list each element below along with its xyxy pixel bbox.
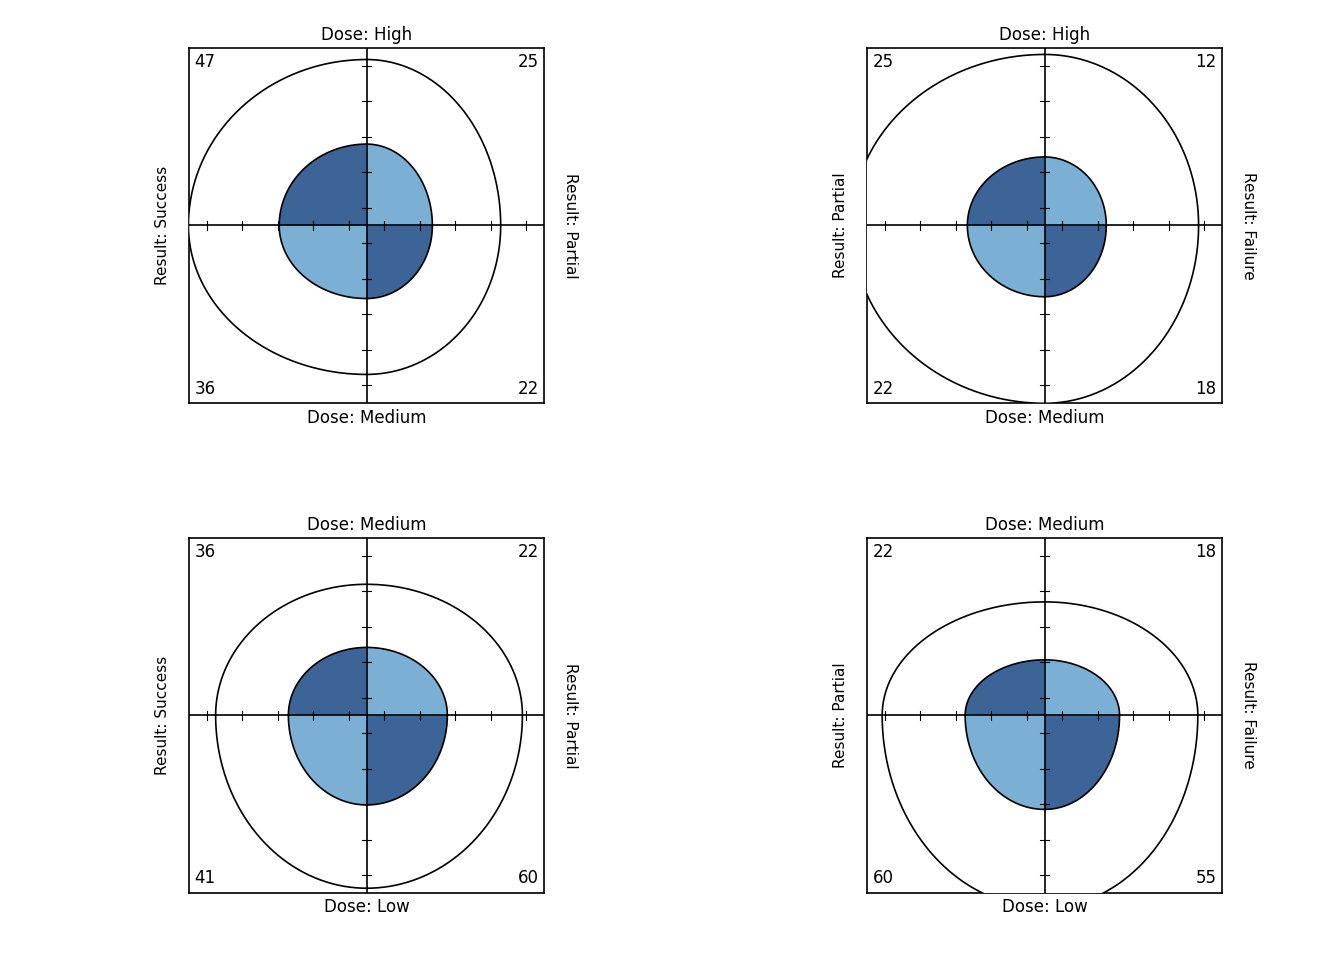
Polygon shape xyxy=(1044,226,1199,403)
Polygon shape xyxy=(931,636,1044,715)
Polygon shape xyxy=(367,109,461,226)
Polygon shape xyxy=(258,621,367,715)
Polygon shape xyxy=(367,715,478,840)
Polygon shape xyxy=(1044,117,1142,226)
X-axis label: Dose: Low: Dose: Low xyxy=(324,899,410,917)
Polygon shape xyxy=(1044,715,1198,907)
Text: 55: 55 xyxy=(1196,870,1216,887)
Polygon shape xyxy=(367,226,501,374)
Polygon shape xyxy=(922,226,1044,338)
Text: 18: 18 xyxy=(1196,543,1216,562)
Polygon shape xyxy=(852,226,1044,403)
Title: Dose: High: Dose: High xyxy=(321,26,413,43)
Polygon shape xyxy=(1044,55,1199,226)
Polygon shape xyxy=(242,109,367,226)
Polygon shape xyxy=(852,55,1044,226)
Polygon shape xyxy=(367,226,461,330)
Polygon shape xyxy=(1044,602,1198,715)
Text: 22: 22 xyxy=(517,379,539,397)
Polygon shape xyxy=(215,585,367,715)
Text: Result: Failure: Result: Failure xyxy=(1242,172,1257,279)
Polygon shape xyxy=(367,715,523,888)
Polygon shape xyxy=(931,715,1044,850)
Text: 12: 12 xyxy=(1196,54,1216,71)
Text: 60: 60 xyxy=(517,870,539,887)
Polygon shape xyxy=(922,117,1044,226)
Text: Result: Success: Result: Success xyxy=(155,656,169,775)
Text: 47: 47 xyxy=(195,54,215,71)
Polygon shape xyxy=(882,715,1044,907)
Text: 22: 22 xyxy=(872,379,894,397)
Polygon shape xyxy=(1044,636,1152,715)
Text: 36: 36 xyxy=(195,379,215,397)
Text: Result: Partial: Result: Partial xyxy=(833,662,848,768)
Text: Result: Partial: Result: Partial xyxy=(563,662,578,768)
Text: 25: 25 xyxy=(872,54,894,71)
Title: Dose: Medium: Dose: Medium xyxy=(985,516,1105,534)
X-axis label: Dose: Medium: Dose: Medium xyxy=(306,409,426,426)
Text: 36: 36 xyxy=(195,543,215,562)
Polygon shape xyxy=(215,715,367,888)
Text: 22: 22 xyxy=(872,543,894,562)
Text: Result: Partial: Result: Partial xyxy=(833,173,848,278)
Polygon shape xyxy=(1044,226,1142,338)
Text: Result: Success: Result: Success xyxy=(155,166,169,285)
Polygon shape xyxy=(1044,715,1152,850)
Polygon shape xyxy=(367,585,523,715)
Text: 60: 60 xyxy=(872,870,894,887)
X-axis label: Dose: Medium: Dose: Medium xyxy=(985,409,1105,426)
Text: Result: Partial: Result: Partial xyxy=(563,173,578,278)
Polygon shape xyxy=(242,226,367,330)
Text: 25: 25 xyxy=(517,54,539,71)
Text: 22: 22 xyxy=(517,543,539,562)
Polygon shape xyxy=(188,226,367,374)
Text: Result: Failure: Result: Failure xyxy=(1242,661,1257,769)
X-axis label: Dose: Low: Dose: Low xyxy=(1001,899,1087,917)
Text: 41: 41 xyxy=(195,870,215,887)
Title: Dose: High: Dose: High xyxy=(999,26,1090,43)
Text: 18: 18 xyxy=(1196,379,1216,397)
Polygon shape xyxy=(188,60,367,226)
Polygon shape xyxy=(882,602,1044,715)
Polygon shape xyxy=(367,621,478,715)
Polygon shape xyxy=(367,60,501,226)
Title: Dose: Medium: Dose: Medium xyxy=(306,516,426,534)
Polygon shape xyxy=(258,715,367,840)
